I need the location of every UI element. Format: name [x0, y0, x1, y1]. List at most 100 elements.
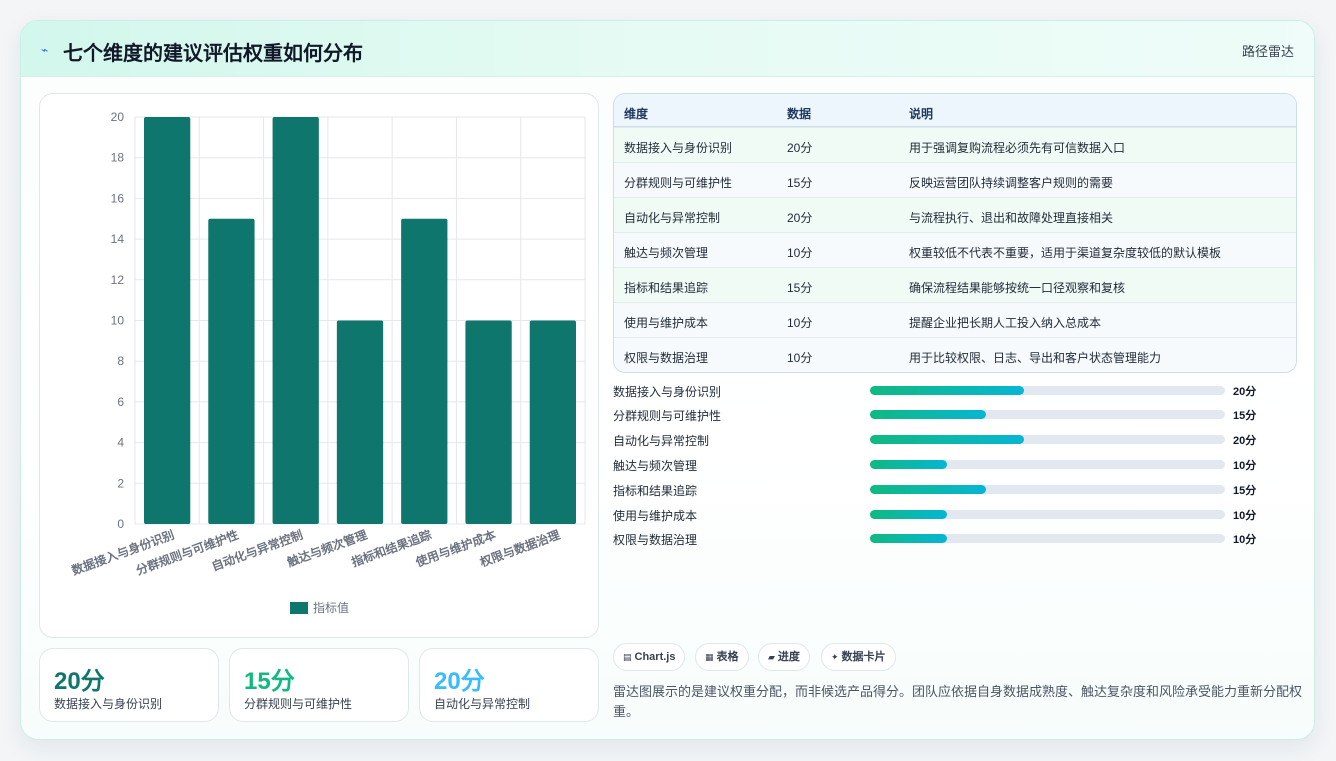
cell-dimension: 权限与数据治理: [624, 351, 709, 365]
cell-dimension: 数据接入与身份识别: [624, 141, 733, 155]
progress-value: 10分: [1233, 510, 1257, 522]
stat-card: 15分 分群规则与可维护性: [229, 648, 409, 722]
progress-label: 自动化与异常控制: [613, 434, 710, 448]
cell-description: 权重较低不代表不重要，适用于渠道复杂度较低的默认模板: [909, 246, 1222, 260]
table-header-description: 说明: [909, 107, 934, 121]
progress-row: 权限与数据治理 10分: [613, 529, 1273, 549]
y-tick-label: 6: [117, 395, 124, 409]
progress-track: [870, 460, 1225, 469]
progress-label: 触达与频次管理: [613, 459, 698, 473]
bolt-icon: ⌁: [41, 43, 49, 57]
cell-score: 20分: [787, 141, 813, 155]
progress-track: [870, 534, 1225, 543]
bar-chart: 02468101214161820数据接入与身份识别分群规则与可维护性自动化与异…: [70, 110, 586, 615]
progress-row: 自动化与异常控制 20分: [613, 430, 1273, 450]
y-tick-label: 4: [117, 436, 124, 450]
progress-track: [870, 485, 1225, 494]
stat-card: 20分 自动化与异常控制: [419, 648, 599, 722]
y-tick-label: 0: [117, 517, 124, 531]
table-icon: ▦: [705, 652, 714, 662]
progress-value: 20分: [1233, 386, 1257, 398]
y-tick-label: 18: [111, 151, 125, 165]
weights-table: 维度 数据 说明 数据接入与身份识别 20分 用于强调复购流程必须先有可信数据入…: [613, 93, 1297, 373]
y-tick-label: 10: [111, 314, 125, 328]
stat-label: 分群规则与可维护性: [244, 697, 353, 711]
progress-value: 10分: [1233, 534, 1257, 546]
stat-label: 数据接入与身份识别: [54, 697, 163, 711]
legend-swatch: [290, 602, 308, 614]
table-header-dimension: 维度: [624, 107, 649, 121]
progress-label: 使用与维护成本: [613, 509, 698, 523]
page-title: 七个维度的建议评估权重如何分布: [63, 43, 363, 65]
progress-row: 触达与频次管理 10分: [613, 455, 1273, 475]
chip-table[interactable]: ▦ 表格: [695, 643, 749, 671]
chip-label: 数据卡片: [841, 651, 886, 663]
table-row: 自动化与异常控制 20分 与流程执行、退出和故障处理直接相关: [614, 197, 1296, 232]
y-tick-label: 16: [111, 191, 125, 205]
bar: [529, 320, 576, 524]
table-row: 指标和结果追踪 15分 确保流程结果能够按统一口径观察和复核: [614, 267, 1296, 302]
bar: [336, 320, 384, 524]
table-row: 分群规则与可维护性 15分 反映运营团队持续调整客户规则的需要: [614, 162, 1296, 197]
progress-value: 15分: [1233, 410, 1257, 422]
table-row: 数据接入与身份识别 20分 用于强调复购流程必须先有可信数据入口: [614, 127, 1296, 162]
cell-score: 20分: [787, 211, 813, 225]
chip-label: Chart.js: [634, 651, 676, 663]
y-tick-label: 8: [117, 354, 124, 368]
progress-row: 指标和结果追踪 15分: [613, 480, 1273, 500]
progress-fill: [870, 460, 948, 469]
table-row: 权限与数据治理 10分 用于比较权限、日志、导出和客户状态管理能力: [614, 337, 1296, 372]
progress-value: 20分: [1233, 435, 1257, 447]
cell-description: 与流程执行、退出和故障处理直接相关: [909, 211, 1114, 225]
legend-label: 指标值: [313, 600, 349, 615]
chart-icon: ▤: [623, 652, 632, 662]
x-tick-label: 分群规则与可维护性: [134, 527, 241, 578]
cell-dimension: 使用与维护成本: [624, 316, 709, 330]
chip-progress[interactable]: ▰ 进度: [758, 643, 810, 671]
y-tick-label: 14: [111, 232, 125, 246]
bar: [401, 218, 448, 524]
cell-score: 10分: [787, 351, 813, 365]
chip-chartjs[interactable]: ▤ Chart.js: [613, 643, 686, 671]
cell-dimension: 指标和结果追踪: [624, 281, 709, 295]
cell-description: 提醒企业把长期人工投入纳入总成本: [909, 316, 1102, 330]
progress-value: 10分: [1233, 460, 1257, 472]
progress-label: 分群规则与可维护性: [613, 409, 722, 423]
y-tick-label: 12: [111, 273, 125, 287]
y-tick-label: 2: [117, 476, 124, 490]
main-card: ⌁ 七个维度的建议评估权重如何分布 路径雷达 0 2 4 6 8 10 12 14 16 18 20…: [20, 20, 1315, 740]
cell-dimension: 自动化与异常控制: [624, 211, 721, 225]
cell-description: 确保流程结果能够按统一口径观察和复核: [909, 281, 1126, 295]
y-tick-label: 20: [111, 110, 125, 124]
section-tag: 路径雷达: [1241, 44, 1294, 59]
progress-fill: [870, 485, 986, 494]
card-header: ⌁ 七个维度的建议评估权重如何分布 路径雷达: [21, 21, 1314, 77]
table-row: 触达与频次管理 10分 权重较低不代表不重要，适用于渠道复杂度较低的默认模板: [614, 232, 1296, 267]
progress-row: 分群规则与可维护性 15分: [613, 405, 1273, 425]
table-header-row: 维度 数据 说明: [614, 94, 1296, 127]
cell-dimension: 触达与频次管理: [624, 246, 709, 260]
progress-track: [870, 410, 1225, 419]
cell-score: 10分: [787, 316, 813, 330]
progress-label: 权限与数据治理: [613, 533, 698, 547]
stat-label: 自动化与异常控制: [434, 697, 531, 711]
bar: [208, 218, 255, 524]
cell-score: 10分: [787, 246, 813, 260]
cell-score: 15分: [787, 281, 813, 295]
footnote: 雷达图展示的是建议权重分配，而非候选产品得分。团队应依据自身数据成熟度、触达复杂…: [613, 684, 1303, 719]
progress-label: 指标和结果追踪: [613, 484, 698, 498]
cell-score: 15分: [787, 176, 813, 190]
bar: [144, 117, 191, 524]
progress-track: [870, 510, 1225, 519]
table-header-data: 数据: [787, 107, 812, 121]
progress-value: 15分: [1233, 485, 1257, 497]
chip-label: 表格: [716, 651, 739, 663]
cell-description: 用于强调复购流程必须先有可信数据入口: [909, 141, 1126, 155]
progress-fill: [870, 534, 948, 543]
stat-value: 20分: [434, 668, 485, 695]
stat-card: 20分 数据接入与身份识别: [39, 648, 219, 722]
cell-description: 反映运营团队持续调整客户规则的需要: [909, 176, 1114, 190]
chip-data-cards[interactable]: ✦ 数据卡片: [821, 643, 896, 671]
bar: [465, 320, 512, 524]
chip-label: 进度: [777, 651, 800, 663]
